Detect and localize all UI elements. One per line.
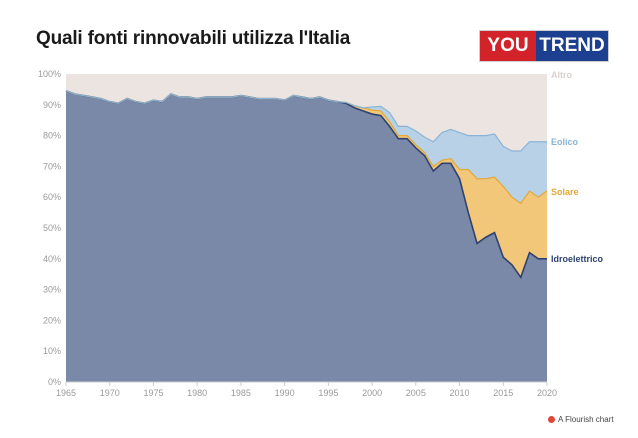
y-tick-label: 10% [43,346,61,356]
flourish-credit[interactable]: A Flourish chart [548,415,614,424]
chart-title: Quali fonti rinnovabili utilizza l'Itali… [36,28,351,49]
y-tick-label: 80% [43,131,61,141]
area-idroelettrico [66,90,547,382]
line-eolico [65,90,547,152]
y-tick-label: 40% [43,254,61,264]
end-label-altro: Altro [551,70,572,80]
flourish-logo-icon [548,416,555,423]
x-tick-label: 1995 [318,388,338,398]
x-tick-label: 1970 [100,388,120,398]
flourish-credit-text: A Flourish chart [558,415,614,424]
end-label-idroelettrico: Idroelettrico [551,254,604,264]
x-tick-label: 2010 [450,388,470,398]
x-tick-label: 2000 [362,388,382,398]
y-tick-label: 90% [43,100,61,110]
x-tick-label: 1965 [56,388,76,398]
y-tick-label: 70% [43,161,61,171]
logo-you: YOU [480,31,536,61]
end-label-solare: Solare [551,187,579,197]
youtrend-logo: YOU TREND [479,30,609,62]
area-altro [66,74,547,151]
x-tick-label: 1990 [275,388,295,398]
x-tick-label: 1985 [231,388,251,398]
x-tick-label: 2005 [406,388,426,398]
y-tick-label: 20% [43,315,61,325]
x-tick-label: 2015 [493,388,513,398]
x-tick-label: 1975 [143,388,163,398]
logo-trend: TREND [536,31,608,61]
y-tick-label: 50% [43,223,61,233]
end-label-eolico: Eolico [551,137,579,147]
x-tick-label: 1980 [187,388,207,398]
x-tick-label: 2020 [537,388,557,398]
y-tick-label: 100% [38,69,61,79]
y-tick-label: 30% [43,285,61,295]
stacked-area-chart: 0% 10% 20% 30% 40% 50% 60% 70% 80% 90% 100% 1965 197… [38,69,604,398]
y-tick-label: 60% [43,192,61,202]
y-tick-label: 0% [48,377,61,387]
area-eolico [66,90,547,204]
